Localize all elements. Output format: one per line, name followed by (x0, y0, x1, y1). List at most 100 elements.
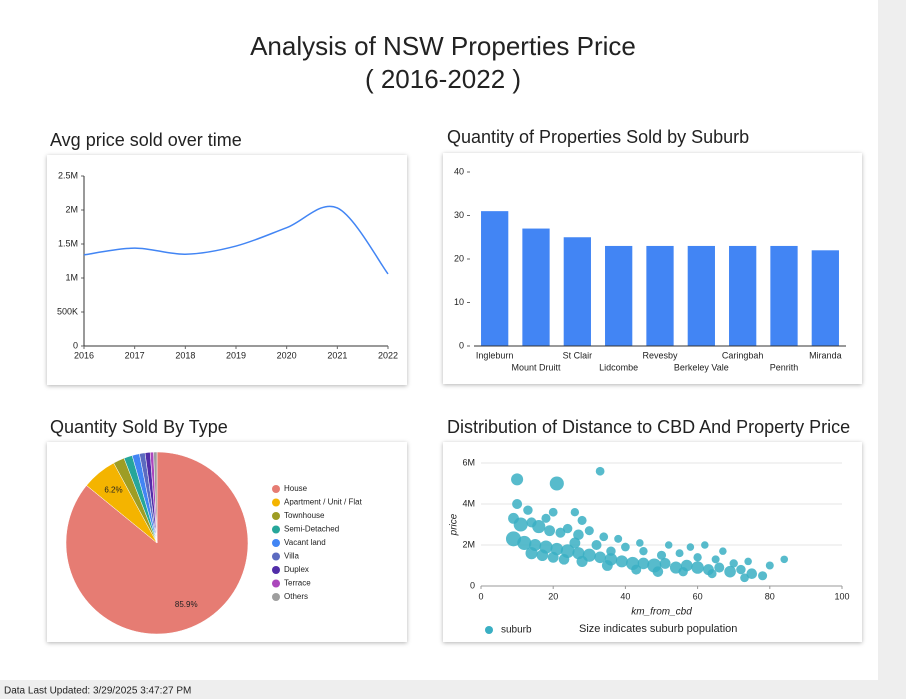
x-tick-label: 0 (478, 591, 483, 601)
scatter-point (517, 535, 532, 551)
bar (646, 245, 674, 346)
scatter-point (577, 515, 587, 525)
scatter-point (591, 539, 602, 551)
x-tick-label: 100 (834, 591, 849, 601)
y-tick-label: 4M (462, 498, 475, 508)
legend-marker (272, 539, 280, 547)
x-tick-label: 20 (548, 591, 558, 601)
scatter-point (746, 568, 758, 579)
scatter-point (652, 566, 664, 577)
y-tick-label: 2M (65, 204, 78, 214)
slice-label: 85.9% (175, 600, 198, 609)
page-subtitle: ( 2016-2022 ) (365, 64, 521, 94)
scatter-point (637, 557, 650, 570)
y-tick-label: 1M (65, 272, 78, 282)
scatter-point (562, 523, 573, 534)
scatter-point (659, 558, 671, 569)
x-axis-label: km_from_cbd (631, 607, 692, 618)
scatter-point (656, 550, 667, 560)
legend-label: Apartment / Unit / Flat (284, 498, 363, 507)
scatter-point (686, 543, 695, 551)
scatter-point (614, 534, 623, 543)
scatter-point (636, 539, 644, 547)
x-tick-label: 80 (765, 591, 775, 601)
scatter-point (555, 527, 566, 538)
legend-marker (272, 512, 280, 520)
x-tick-label: Revesby (642, 350, 678, 360)
bar (481, 211, 509, 346)
legend-marker (272, 498, 280, 507)
scatter-point (724, 565, 736, 578)
scatter-point (691, 561, 704, 574)
legend-marker (272, 525, 280, 534)
scatter-point (631, 564, 642, 575)
scatter-point (541, 513, 551, 523)
scatter-point (558, 554, 570, 565)
y-tick-label: 6M (462, 457, 475, 467)
scatter-point (576, 555, 588, 567)
scatter-point (664, 541, 673, 549)
scatter-point (780, 555, 789, 564)
legend-marker (272, 485, 280, 493)
x-tick-label: Caringbah (722, 350, 764, 360)
scatter-point (714, 562, 725, 573)
legend-marker (485, 626, 493, 634)
chart-title: Avg price sold over time (50, 130, 242, 150)
y-tick-label: 0 (470, 580, 475, 590)
chart-title: Quantity Sold By Type (50, 417, 228, 437)
x-tick-label: Miranda (809, 350, 842, 360)
scatter-point (701, 541, 709, 549)
x-tick-label: 2019 (226, 350, 246, 360)
scatter-point (513, 517, 528, 532)
scatter-point (601, 560, 613, 571)
legend-label: suburb (501, 625, 532, 636)
y-tick-label: 1.5M (58, 238, 78, 248)
x-tick-label: Ingleburn (476, 350, 514, 360)
scatter-point (548, 507, 558, 517)
bar (811, 250, 839, 346)
legend-label: Others (284, 592, 308, 601)
y-tick-label: 0 (459, 340, 464, 350)
scatter-point (573, 529, 584, 541)
legend-label: Townhouse (284, 511, 325, 520)
bar (729, 245, 757, 346)
scatter-point (594, 551, 606, 564)
scatter-point (523, 505, 533, 515)
scatter-point (744, 557, 752, 566)
scatter-point (707, 569, 717, 579)
scatter-point (675, 549, 684, 558)
y-tick-label: 2.5M (58, 170, 78, 180)
scatter-point (505, 531, 521, 547)
x-tick-label: 2022 (378, 350, 398, 360)
scatter-point (740, 573, 749, 583)
legend-label: Duplex (284, 565, 309, 574)
legend-marker (272, 579, 280, 588)
bar (687, 245, 715, 346)
legend-marker (272, 552, 280, 561)
chart-title: Distribution of Distance to CBD And Prop… (447, 417, 850, 437)
x-tick-label: 2020 (277, 350, 297, 360)
scatter-point (544, 525, 556, 537)
x-tick-label: 40 (620, 591, 630, 601)
scatter-point (693, 553, 702, 562)
scatter-point (584, 526, 594, 536)
scatter-point (719, 547, 727, 555)
scatter-point (639, 546, 648, 556)
scatter-point (512, 498, 523, 510)
scatter-point (525, 547, 538, 560)
scatter-point (615, 555, 628, 568)
page-title: Analysis of NSW Properties Price (250, 31, 636, 61)
slice-label: 6.2% (104, 486, 122, 495)
x-tick-label: 2017 (125, 350, 145, 360)
scatter-point (765, 561, 774, 570)
pie-slice (153, 451, 158, 544)
legend-label: Villa (284, 552, 300, 561)
x-tick-label: St Clair (563, 350, 593, 360)
scatter-point (536, 549, 549, 562)
scatter-point (511, 473, 524, 486)
annotation: Size indicates suburb population (579, 623, 737, 635)
bar (563, 237, 591, 346)
scatter-point (549, 476, 564, 491)
bar (522, 228, 550, 346)
